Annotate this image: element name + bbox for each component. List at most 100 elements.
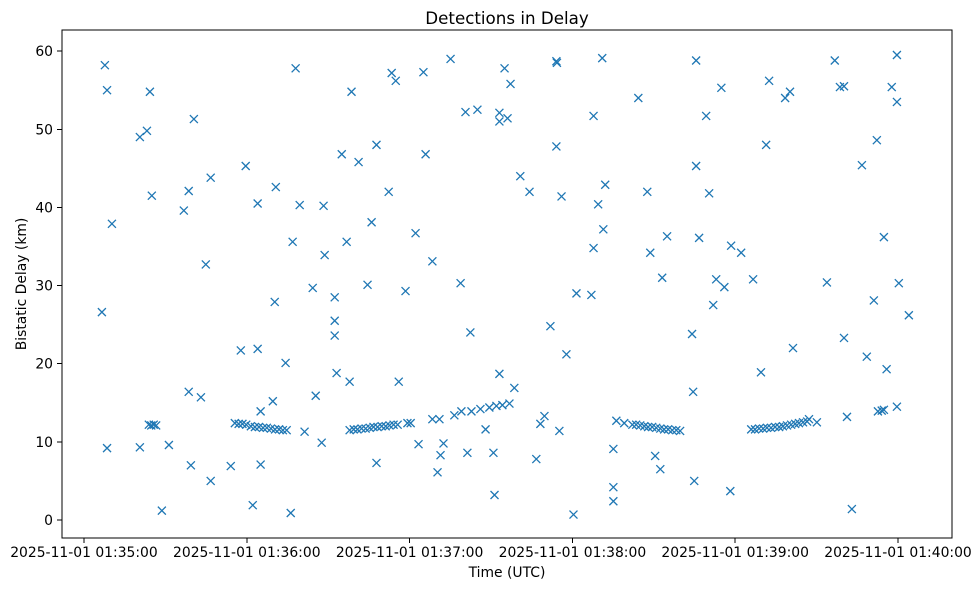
data-point	[367, 217, 377, 227]
data-point	[253, 344, 263, 354]
data-point	[186, 460, 196, 470]
data-point	[497, 400, 507, 410]
data-point	[184, 387, 194, 397]
data-point	[525, 187, 534, 197]
data-point	[465, 327, 475, 337]
data-point	[439, 438, 448, 448]
data-point	[667, 425, 677, 435]
x-axis-label: Time (UTC)	[468, 565, 546, 581]
data-point	[869, 295, 879, 305]
data-point	[256, 406, 266, 416]
data-point	[250, 422, 260, 432]
data-point	[446, 54, 456, 64]
data-point	[206, 476, 216, 486]
data-point	[552, 58, 562, 68]
data-point	[597, 53, 607, 63]
data-point	[704, 188, 714, 198]
data-point	[394, 377, 404, 387]
data-point	[509, 383, 519, 393]
x-tick-label: 2025-11-01 01:38:00	[499, 545, 647, 561]
data-point	[354, 157, 364, 167]
data-point	[411, 228, 421, 238]
data-point	[662, 231, 672, 241]
y-tick-label: 0	[44, 513, 53, 529]
data-point	[286, 508, 296, 518]
data-point	[349, 424, 359, 434]
data-point	[904, 310, 914, 320]
data-point	[892, 97, 902, 107]
data-point	[184, 186, 194, 196]
x-tick-label: 2025-11-01 01:39:00	[661, 545, 809, 561]
data-point	[593, 199, 603, 209]
chart-title: Detections in Delay	[425, 8, 589, 28]
data-point	[608, 482, 618, 492]
data-point	[372, 458, 381, 468]
data-point	[281, 358, 291, 368]
data-point	[500, 63, 510, 73]
data-point	[879, 232, 889, 242]
data-point	[488, 448, 498, 458]
data-point	[102, 85, 112, 95]
data-point	[363, 280, 372, 290]
data-point	[369, 422, 378, 432]
data-point	[462, 448, 472, 458]
y-tick-label: 60	[35, 44, 53, 60]
data-point	[503, 113, 513, 123]
data-point	[839, 81, 849, 91]
y-axis-ticks: 0 10 20 30 40 50 60	[35, 44, 62, 529]
data-point	[756, 367, 766, 377]
axes-frame	[61, 29, 953, 539]
data-point	[308, 283, 318, 293]
data-point	[258, 423, 268, 433]
data-point	[589, 111, 599, 121]
data-point	[330, 331, 340, 341]
data-point	[804, 414, 814, 424]
data-point	[657, 273, 667, 283]
data-point	[330, 316, 340, 326]
data-point	[484, 403, 494, 412]
x-tick-label: 2025-11-01 01:36:00	[173, 545, 321, 561]
data-point	[842, 412, 852, 422]
data-point	[788, 343, 798, 353]
data-point	[494, 369, 504, 379]
data-point	[887, 82, 897, 92]
data-point	[504, 399, 514, 409]
data-point	[494, 116, 504, 126]
data-point	[164, 440, 174, 450]
data-point	[151, 420, 161, 430]
data-points	[97, 50, 914, 520]
data-point	[650, 451, 660, 461]
data-point	[481, 424, 491, 434]
data-point	[196, 392, 206, 402]
data-point	[688, 387, 698, 397]
data-point	[539, 411, 549, 421]
data-point	[736, 248, 746, 258]
data-point	[882, 364, 892, 374]
data-point	[427, 414, 437, 424]
data-point	[589, 243, 599, 253]
data-point	[135, 442, 145, 452]
data-point	[270, 297, 280, 307]
data-point	[748, 274, 758, 284]
data-point	[311, 391, 321, 401]
data-point	[256, 460, 266, 469]
data-point	[282, 425, 292, 435]
data-point	[608, 496, 618, 506]
data-point	[894, 278, 904, 288]
data-point	[107, 219, 117, 229]
data-point	[761, 140, 771, 150]
data-point	[708, 300, 718, 310]
data-point	[401, 286, 410, 296]
data-point	[241, 161, 251, 171]
data-point	[271, 182, 281, 192]
data-point	[862, 352, 872, 362]
data-point	[726, 241, 736, 251]
data-point	[342, 237, 352, 247]
data-point	[872, 135, 882, 145]
data-point	[319, 201, 329, 211]
data-point	[627, 420, 637, 430]
data-point	[466, 406, 476, 416]
data-point	[551, 141, 561, 151]
data-point	[456, 278, 466, 288]
